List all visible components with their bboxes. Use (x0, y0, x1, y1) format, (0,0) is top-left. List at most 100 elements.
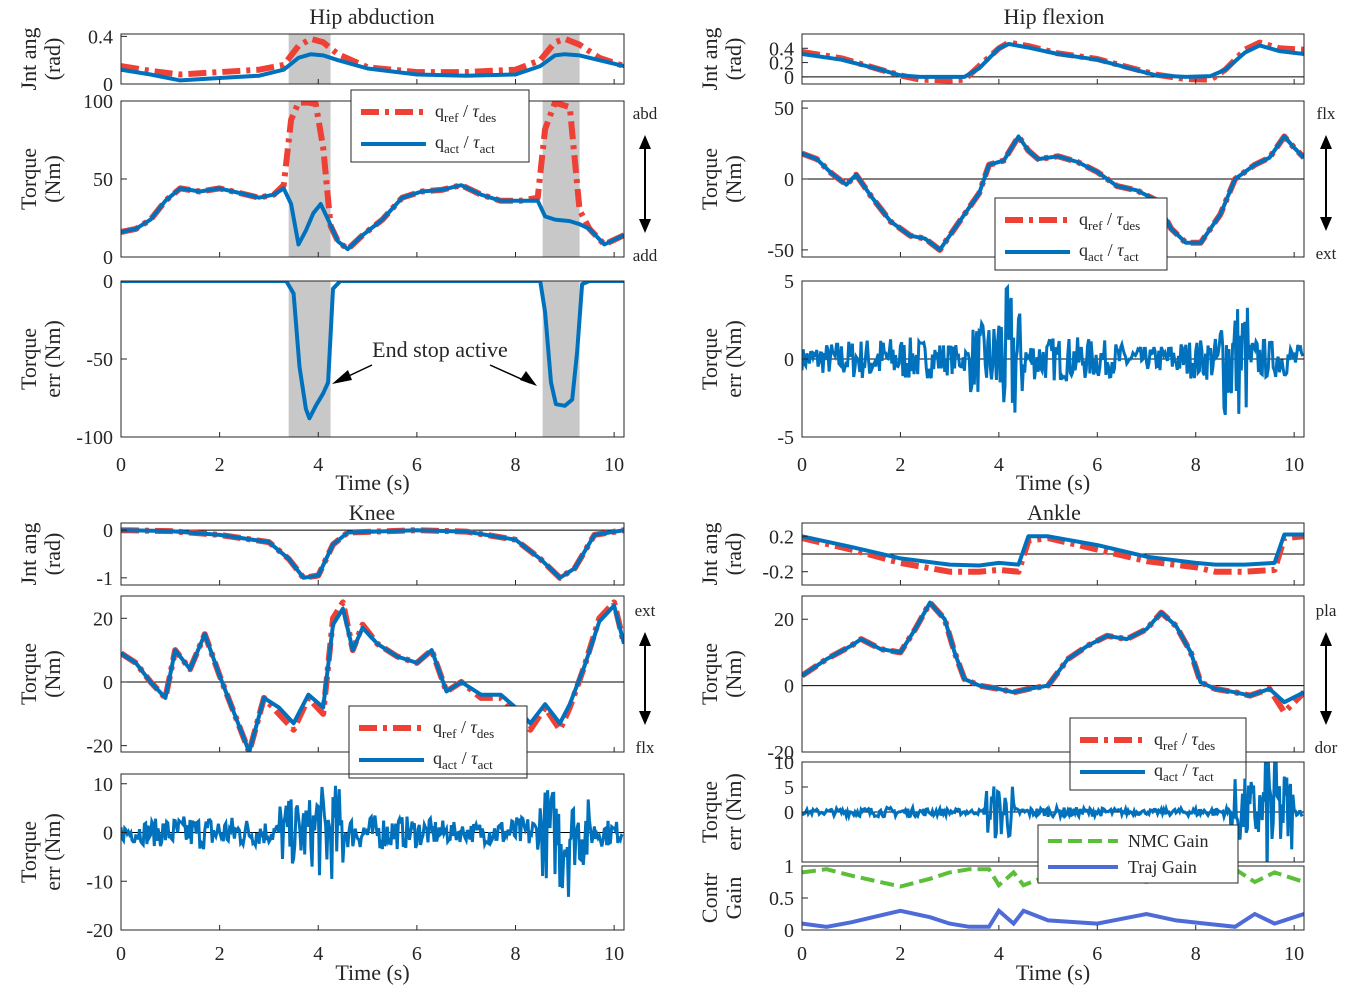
y-axis-label: Jnt ang (697, 28, 722, 91)
direction-label-bottom: flx (636, 738, 655, 757)
legend-ref-label: qref / τdes (433, 717, 494, 741)
y-tick-label: -20 (86, 920, 113, 942)
annotation-arrow-head (332, 370, 352, 384)
x-tick-label: 6 (1092, 943, 1102, 965)
x-tick-label: 10 (604, 454, 624, 476)
ref-series (802, 599, 1304, 716)
arrow-head-down (1320, 711, 1332, 725)
y-axis-label: err (Nm) (721, 773, 746, 851)
subplot-0: 00.20.4 Jnt ang (rad) (697, 28, 1305, 91)
arrow-head-up (639, 632, 651, 646)
y-tick-label: -50 (767, 240, 794, 262)
arrow-head-down (639, 711, 651, 725)
direction-arrow (639, 135, 651, 233)
y-tick-label: 1 (784, 856, 794, 878)
x-tick-label: 0 (797, 943, 807, 965)
direction-label-top: flx (1317, 104, 1336, 123)
y-tick-label: 0.4 (88, 26, 113, 48)
plot-area (121, 599, 624, 752)
y-tick-label: 0.2 (769, 526, 794, 548)
plot-area (802, 867, 1304, 930)
legend-box (1037, 824, 1239, 884)
act-series (121, 528, 624, 580)
plot-area (121, 281, 624, 437)
x-tick-label: 4 (313, 454, 323, 476)
y-tick-label: 5 (784, 777, 794, 799)
traj-gain-series (802, 907, 1304, 929)
y-tick-label: 0.2 (769, 53, 794, 75)
ref-series (802, 39, 1304, 84)
y-axis-label: Torque (16, 643, 41, 705)
subplot-0: -1 0 Jnt ang (rad) (16, 520, 625, 590)
annotation-text: End stop active (372, 337, 508, 362)
y-tick-label: -20 (86, 736, 113, 758)
x-tick-label: 10 (604, 943, 624, 965)
subplot-0: 0 0.4 Jnt ang (rad) (16, 26, 625, 96)
x-axis-label: Time (s) (335, 470, 409, 495)
y-axis-label: Torque (697, 328, 722, 390)
x-tick-label: 0 (797, 454, 807, 476)
y-tick-label: 20 (774, 609, 794, 631)
panel-title: Hip flexion (1004, 4, 1105, 29)
legend-traj-label: Traj Gain (1128, 857, 1197, 877)
direction-arrow (1320, 632, 1332, 725)
y-tick-label: 50 (93, 169, 113, 191)
y-tick-label: -100 (76, 427, 113, 449)
y-axis-label: Jnt ang (16, 28, 41, 91)
legend: qref / τdes qact / τact (348, 705, 528, 779)
plot-area (802, 599, 1304, 716)
arrow-head-down (1320, 217, 1332, 231)
act-series (121, 52, 624, 83)
direction-label-bottom: dor (1315, 738, 1338, 757)
y-axis-label: (rad) (40, 38, 65, 81)
y-axis-label: Torque (697, 781, 722, 843)
subplot-0: -0.2 0.2 Jnt ang (rad) (697, 522, 1305, 586)
direction-arrow (639, 632, 651, 725)
x-tick-label: 10 (1284, 943, 1304, 965)
plot-area (121, 527, 624, 581)
plot-area (802, 532, 1304, 575)
y-tick-label: -0.2 (762, 562, 794, 584)
y-tick-label: 0 (103, 672, 113, 694)
ref-series (121, 35, 624, 78)
plot-area (121, 785, 624, 897)
act-series (121, 281, 624, 421)
y-tick-label: 10 (93, 774, 113, 796)
act-series (802, 600, 1304, 705)
plot-area (121, 101, 624, 257)
y-axis-label: (Nm) (721, 155, 746, 203)
subplot-2: -100 -50 0 0 2 4 6 8 10 Torque err (Nm) (16, 271, 625, 476)
y-tick-label: 5 (784, 271, 794, 293)
torque-error-series (121, 785, 624, 897)
legend-nmc-label: NMC Gain (1128, 831, 1209, 851)
act-series (802, 532, 1304, 568)
legend-act-label: qact / τact (433, 748, 493, 772)
y-tick-label: 0 (784, 67, 794, 89)
ref-series (121, 527, 624, 581)
axis-box (801, 595, 1305, 753)
x-tick-label: 2 (895, 454, 905, 476)
nmc-gain-series (802, 867, 1304, 889)
arrow-head-up (1320, 135, 1332, 149)
torque-error-series (802, 762, 1304, 862)
axis-box (801, 522, 1305, 586)
arrow-head-up (1320, 632, 1332, 646)
x-tick-label: 0 (116, 943, 126, 965)
x-axis-label: Time (s) (1016, 960, 1090, 985)
gain-legend: NMC Gain Traj Gain (1037, 824, 1239, 884)
x-tick-label: 4 (994, 454, 1004, 476)
arrow-head-down (639, 219, 651, 233)
x-axis-label: Time (s) (335, 960, 409, 985)
y-tick-label: -50 (86, 349, 113, 371)
y-axis-label: (rad) (721, 38, 746, 81)
direction-arrow (1320, 135, 1332, 231)
